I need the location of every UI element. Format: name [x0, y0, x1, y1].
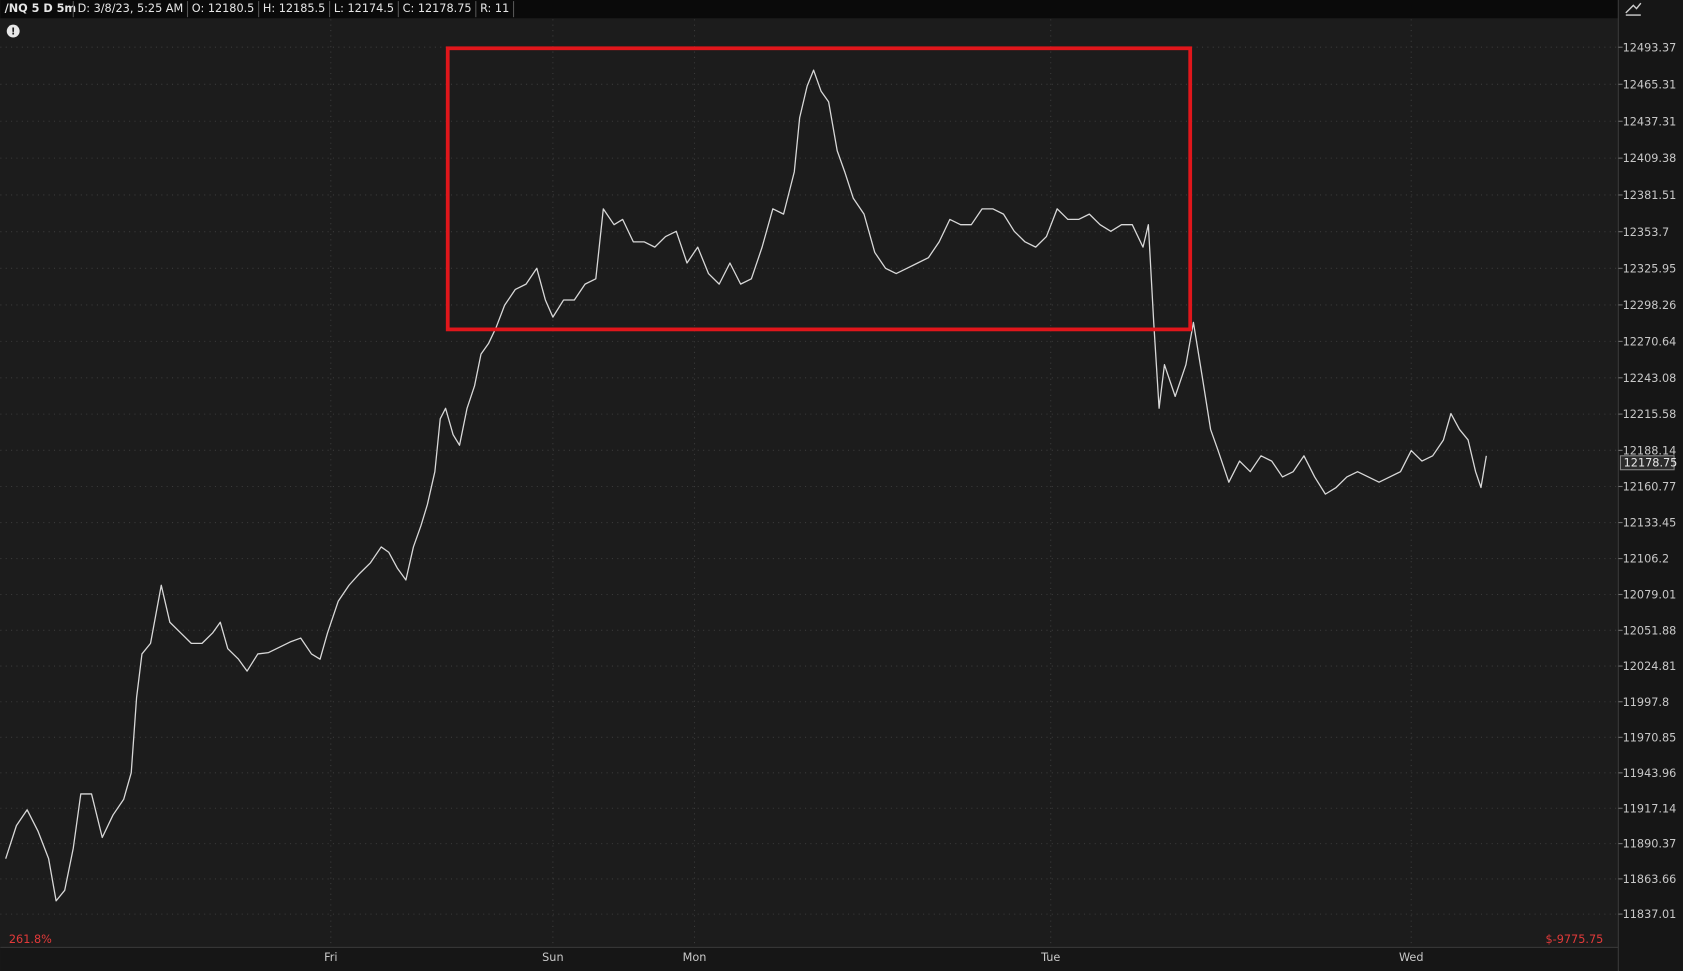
y-tick-label: 12298.26: [1623, 299, 1677, 312]
y-tick-label: 12493.37: [1623, 41, 1677, 54]
last-price-tag: [1619, 455, 1675, 471]
header-field: O: 12180.5: [192, 2, 255, 15]
symbol: /NQ 5 D 5m: [5, 2, 77, 15]
y-tick-label: 12024.81: [1623, 660, 1677, 673]
y-tick-label: 12353.7: [1623, 226, 1670, 239]
y-tick-label: 12270.64: [1623, 335, 1677, 348]
x-tick-label: Fri: [324, 951, 337, 964]
header-bar: [0, 0, 1619, 19]
y-tick-label: 12160.77: [1623, 481, 1677, 494]
y-tick-label: 11837.01: [1623, 908, 1677, 921]
y-tick-label: 12243.08: [1623, 372, 1677, 385]
grid: 12493.37 12465.31 12437.31 12409.38 12381.51…: [0, 19, 1676, 964]
drawing-tool-icon[interactable]: [1625, 2, 1642, 16]
footer-right: $-9775.75: [1546, 933, 1604, 946]
x-tick-label: Tue: [1040, 951, 1060, 964]
alert-icon[interactable]: [6, 24, 20, 38]
header-field: H: 12185.5: [263, 2, 325, 15]
x-tick-label: Wed: [1399, 951, 1424, 964]
y-tick-label: 12409.38: [1623, 152, 1677, 165]
y-tick-label: 12215.58: [1623, 408, 1677, 421]
y-tick-label: 12106.2: [1623, 553, 1670, 566]
y-tick-label: 12325.95: [1623, 262, 1677, 275]
price-axis-panel: [1618, 0, 1683, 971]
y-tick-label: 12188.14: [1623, 444, 1677, 457]
y-tick-label: 12381.51: [1623, 189, 1677, 202]
y-tick-label: 12051.88: [1623, 624, 1677, 637]
y-tick-label: 11997.8: [1623, 696, 1670, 709]
price-line: [5, 69, 1487, 902]
highlight-box: [445, 46, 1193, 332]
y-tick-label: 12465.31: [1623, 78, 1677, 91]
header-fields: D: 3/8/23, 5:25 AM O: 12180.5 H: 12185.5 L:…: [72, 1, 515, 18]
header-field: L: 12174.5: [334, 2, 394, 15]
x-tick-label: Sun: [542, 951, 563, 964]
alert-glyph: !: [11, 27, 15, 38]
x-tick-label: Mon: [683, 951, 707, 964]
header-field: C: 12178.75: [403, 2, 472, 15]
header-field: D: 3/8/23, 5:25 AM: [78, 2, 184, 15]
footer-left: 261.8%: [9, 933, 52, 946]
y-tick-label: 11943.96: [1623, 767, 1677, 780]
last-price-label: 12178.75: [1624, 456, 1678, 469]
y-tick-label: 11863.66: [1623, 873, 1677, 886]
y-tick-label: 11890.37: [1623, 838, 1677, 851]
y-tick-label: 11970.85: [1623, 731, 1677, 744]
header-field: R: 11: [480, 2, 509, 15]
time-axis-panel: [0, 947, 1619, 971]
y-tick-label: 12079.01: [1623, 589, 1677, 602]
y-tick-label: 11917.14: [1623, 802, 1677, 815]
plot: 12178.75: [5, 69, 1678, 902]
y-tick-label: 12437.31: [1623, 115, 1677, 128]
y-tick-label: 12133.45: [1623, 517, 1677, 530]
